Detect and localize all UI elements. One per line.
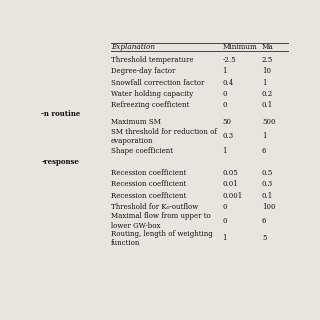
Text: 6: 6	[262, 147, 267, 155]
Text: 0.4: 0.4	[222, 79, 234, 87]
Text: Minimum: Minimum	[222, 43, 257, 51]
Text: 10: 10	[262, 68, 271, 76]
Text: 50: 50	[222, 118, 231, 126]
Text: Recession coefficient: Recession coefficient	[111, 169, 186, 177]
Text: Water holding capacity: Water holding capacity	[111, 90, 193, 98]
Text: Maximal flow from upper to
lower GW-box: Maximal flow from upper to lower GW-box	[111, 212, 211, 230]
Text: Ma: Ma	[262, 43, 274, 51]
Text: Routing, length of weighting
function: Routing, length of weighting function	[111, 229, 212, 247]
Text: Shape coefficient: Shape coefficient	[111, 147, 173, 155]
Text: -2.5: -2.5	[222, 56, 236, 64]
Text: 1: 1	[222, 147, 227, 155]
Text: 0: 0	[222, 101, 227, 109]
Text: 0: 0	[222, 90, 227, 98]
Text: Degree-day factor: Degree-day factor	[111, 68, 175, 76]
Text: Snowfall correction factor: Snowfall correction factor	[111, 79, 204, 87]
Text: 5: 5	[262, 235, 267, 243]
Text: Maximum SM: Maximum SM	[111, 118, 161, 126]
Text: Recession coefficient: Recession coefficient	[111, 180, 186, 188]
Text: 6: 6	[262, 217, 267, 225]
Text: 0.1: 0.1	[262, 101, 273, 109]
Text: 0.5: 0.5	[262, 169, 273, 177]
Text: 1: 1	[262, 132, 267, 140]
Text: 0.01: 0.01	[222, 180, 238, 188]
Text: 0.2: 0.2	[262, 90, 273, 98]
Text: Threshold temperature: Threshold temperature	[111, 56, 193, 64]
Text: -n routine: -n routine	[41, 110, 81, 118]
Text: 2.5: 2.5	[262, 56, 273, 64]
Text: 0: 0	[222, 217, 227, 225]
Text: 1: 1	[262, 79, 267, 87]
Text: 0.001: 0.001	[222, 192, 243, 200]
Text: 100: 100	[262, 203, 276, 211]
Text: 1: 1	[222, 68, 227, 76]
Text: 1: 1	[222, 235, 227, 243]
Text: Explanation: Explanation	[111, 43, 155, 51]
Text: -response: -response	[41, 158, 79, 166]
Text: 0.1: 0.1	[262, 192, 273, 200]
Text: Threshold for K₀-outflow: Threshold for K₀-outflow	[111, 203, 198, 211]
Text: 500: 500	[262, 118, 276, 126]
Text: Refreezing coefficient: Refreezing coefficient	[111, 101, 189, 109]
Text: 0.05: 0.05	[222, 169, 238, 177]
Text: 0.3: 0.3	[222, 132, 233, 140]
Text: 0: 0	[222, 203, 227, 211]
Text: SM threshold for reduction of
evaporation: SM threshold for reduction of evaporatio…	[111, 128, 217, 145]
Text: Recession coefficient: Recession coefficient	[111, 192, 186, 200]
Text: 0.3: 0.3	[262, 180, 273, 188]
